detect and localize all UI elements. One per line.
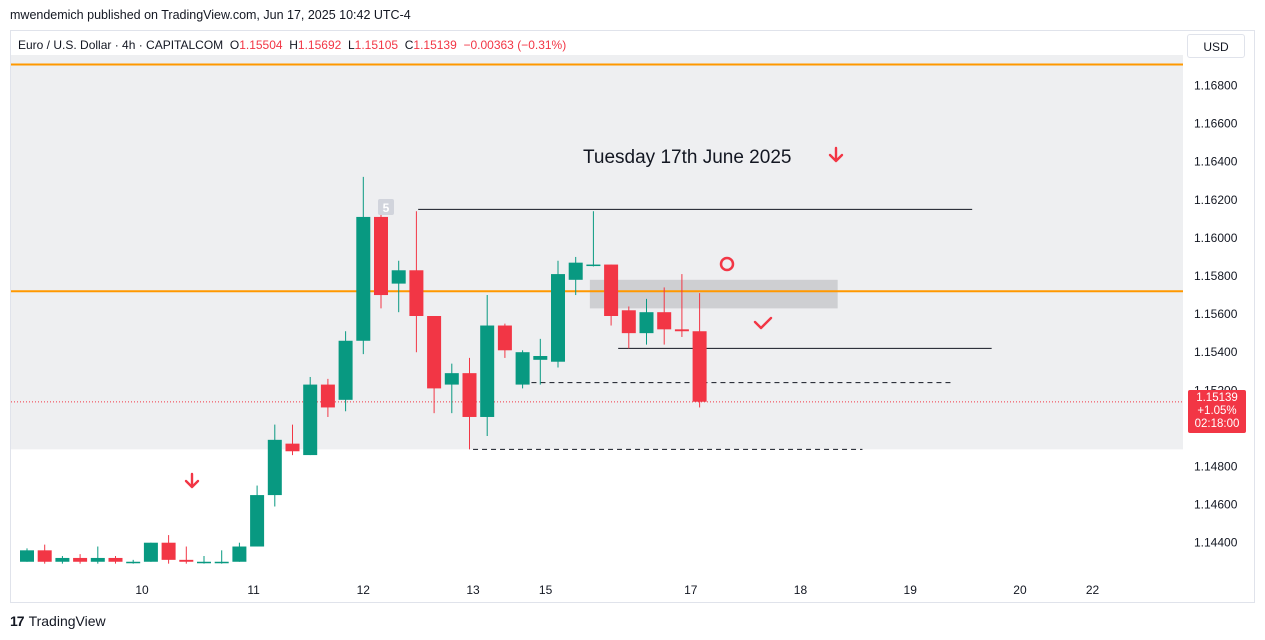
legend-high: 1.15692	[297, 38, 342, 52]
shaded-band	[11, 55, 1183, 450]
y-tick-label: 1.16000	[1194, 231, 1238, 245]
candle-body	[161, 542, 176, 560]
annotation-title: Tuesday 17th June 2025	[583, 147, 791, 168]
y-tick-label: 1.14400	[1194, 536, 1238, 550]
bar-countdown: 02:18:00	[1194, 418, 1240, 430]
legend-h-label: H	[289, 38, 298, 52]
y-tick-label: 1.16200	[1194, 193, 1238, 207]
legend-c-label: C	[404, 38, 414, 52]
candle-body	[639, 312, 654, 334]
candle-body	[108, 557, 123, 562]
candle-body	[497, 325, 512, 351]
chart-frame[interactable]	[10, 30, 1255, 603]
y-tick-label: 1.15800	[1194, 269, 1238, 283]
supply-zone	[589, 279, 838, 309]
candle-body	[515, 352, 530, 385]
candle-body	[586, 264, 601, 267]
x-tick-label: 11	[247, 583, 260, 597]
candle-body	[55, 557, 70, 562]
y-tick-label: 1.14800	[1194, 460, 1238, 474]
y-tick-label: 1.16600	[1194, 117, 1238, 131]
candle-body	[356, 216, 371, 341]
publish-caption: mwendemich published on TradingView.com,…	[10, 8, 411, 22]
y-tick-label: 1.16400	[1194, 155, 1238, 169]
legend-close: 1.15139	[413, 38, 457, 52]
candle-body	[604, 264, 619, 316]
candle-body	[126, 561, 141, 564]
candle-body	[320, 384, 335, 408]
candle-body	[462, 373, 477, 417]
candle-body	[267, 439, 282, 496]
legend-change: −0.00363 (−0.31%)	[463, 38, 567, 52]
last-price-change: +1.05%	[1197, 405, 1237, 417]
x-tick-label: 19	[904, 583, 918, 597]
candle-body	[197, 561, 211, 564]
y-tick-label: 1.15400	[1194, 345, 1238, 359]
bar-marker-badge	[378, 199, 394, 215]
last-price-tag: 1.15139 +1.05% 02:18:00	[1188, 390, 1246, 433]
candle-body	[37, 550, 52, 562]
candle-body	[391, 270, 406, 284]
candle-body	[621, 310, 636, 334]
x-tick-label: 17	[684, 583, 698, 597]
candle-body	[285, 443, 300, 452]
candle-body	[232, 546, 247, 562]
x-tick-label: 15	[539, 583, 553, 597]
y-tick-label: 1.14600	[1194, 498, 1238, 512]
x-tick-label: 10	[135, 583, 149, 597]
candle-body	[143, 542, 158, 562]
candle-body	[692, 331, 707, 402]
legend-o-label: O	[229, 38, 240, 52]
x-tick-label: 13	[466, 583, 480, 597]
candle-body	[674, 329, 689, 332]
candle-body	[73, 557, 88, 562]
legend-open: 1.15504	[239, 38, 283, 52]
x-tick-label: 22	[1086, 583, 1100, 597]
y-tick-label: 1.15600	[1194, 307, 1238, 321]
candle-body	[303, 384, 318, 456]
candle-body	[444, 373, 459, 385]
currency-button[interactable]: USD	[1187, 34, 1245, 58]
candle-body	[20, 550, 34, 562]
brand-name: TradingView	[28, 613, 106, 629]
circle-marker-icon	[719, 256, 735, 272]
candle-body	[657, 312, 672, 330]
x-tick-label: 18	[794, 583, 808, 597]
candle-body	[338, 340, 353, 400]
last-price-value: 1.15139	[1196, 392, 1238, 404]
candle-body	[374, 216, 388, 296]
symbol-legend: Euro / U.S. Dollar · 4h · CAPITALCOM O1.…	[18, 38, 566, 52]
legend-symbol: Euro / U.S. Dollar · 4h · CAPITALCOM	[18, 38, 224, 52]
legend-low: 1.15105	[354, 38, 399, 52]
footer-brand[interactable]: 17 TradingView	[10, 613, 106, 629]
candle-body	[533, 356, 548, 360]
candle-body	[551, 274, 565, 362]
arrow-down-icon	[184, 472, 200, 489]
candle-body	[568, 262, 583, 280]
candle-body	[409, 270, 424, 316]
tradingview-logo-icon: 17	[10, 613, 25, 629]
candle-body	[214, 561, 229, 564]
candle-body	[179, 559, 194, 562]
arrow-down-icon	[828, 146, 844, 163]
candle-body	[427, 316, 442, 389]
candle-body	[250, 495, 265, 547]
check-mark-icon	[753, 316, 773, 330]
legend-l-label: L	[347, 38, 355, 52]
x-tick-label: 12	[357, 583, 371, 597]
candle-body	[480, 325, 495, 417]
bar-marker-label: 5	[383, 201, 390, 215]
candle-body	[90, 557, 105, 562]
y-tick-label: 1.16800	[1194, 78, 1238, 92]
x-tick-label: 20	[1013, 583, 1027, 597]
